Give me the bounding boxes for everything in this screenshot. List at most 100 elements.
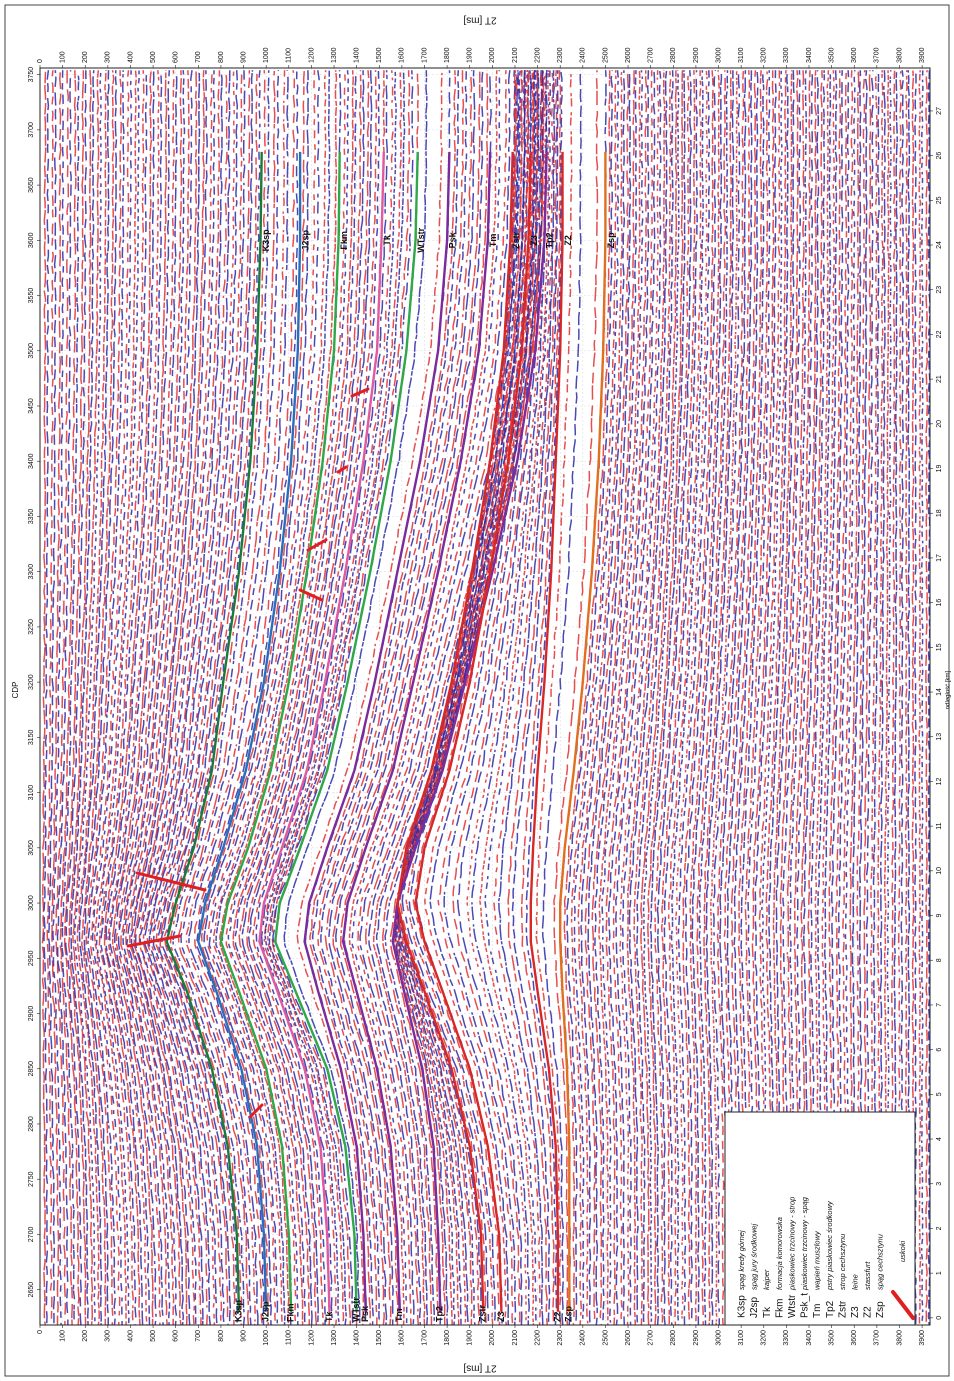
cdp-tick-label: 3250 — [28, 619, 35, 635]
seismic-reflector — [401, 70, 519, 1325]
seismic-reflector — [150, 70, 236, 1325]
time-tick-label: 3300 — [783, 47, 790, 63]
time-tick-label: 3300 — [783, 1330, 790, 1346]
time-tick-label: 200 — [82, 51, 89, 63]
seismic-reflector — [63, 70, 85, 1325]
time-tick-label: 1200 — [308, 47, 315, 63]
time-tick-label: 600 — [173, 51, 180, 63]
km-tick-label: 15 — [936, 643, 943, 651]
seismic-reflector — [925, 70, 929, 1325]
horizon-label: Zsp — [564, 1305, 574, 1322]
seismic-reflector — [424, 70, 535, 1325]
seismic-reflector — [155, 70, 243, 1325]
seismic-reflector — [612, 70, 654, 1325]
seismic-reflector — [660, 70, 696, 1325]
time-tick-label: 3100 — [738, 1330, 745, 1346]
seismic-reflector — [577, 70, 623, 1325]
seismic-reflector — [268, 70, 406, 1325]
seismic-reflector — [918, 70, 922, 1325]
legend-code: Tp2 — [825, 1300, 836, 1318]
time-tick-label: 3000 — [715, 1330, 722, 1346]
seismic-reflector — [479, 70, 550, 1325]
seismic-reflector — [339, 70, 489, 1325]
seismic-reflector — [117, 70, 178, 1325]
legend-code: Tm — [812, 1304, 823, 1318]
seismic-reflector — [507, 70, 558, 1325]
seismic-reflector — [139, 70, 216, 1325]
seismic-reflector — [357, 70, 508, 1325]
seismic-reflector — [215, 70, 331, 1325]
seismic-reflector — [52, 70, 65, 1325]
time-tick-label: 3500 — [828, 47, 835, 63]
seismic-reflector — [129, 70, 198, 1325]
horizon-label: J2sp — [300, 230, 310, 251]
seismic-reflector — [283, 70, 428, 1325]
seismic-reflector — [103, 70, 153, 1325]
horizon-line — [303, 151, 451, 1312]
cdp-tick-label: 3100 — [28, 785, 35, 801]
seismic-reflector — [607, 70, 650, 1325]
km-tick-label: 2 — [936, 1226, 943, 1230]
km-tick-label: 13 — [936, 733, 943, 741]
seismic-reflector — [50, 70, 62, 1325]
horizon-line — [559, 151, 607, 1312]
time-tick-label: 1700 — [421, 1330, 428, 1346]
horizon-line — [165, 151, 263, 1312]
horizons — [165, 151, 607, 1312]
seismic-reflector — [633, 70, 672, 1325]
km-tick-label: 23 — [936, 286, 943, 294]
time-tick-label: 900 — [240, 1330, 247, 1342]
seismic-reflector — [263, 70, 394, 1325]
seismic-reflector — [133, 70, 206, 1325]
horizon-label: Psk — [360, 1305, 370, 1322]
time-tick-label: 700 — [195, 1330, 202, 1342]
time-tick-label: 1500 — [376, 47, 383, 63]
seismic-reflector — [125, 70, 190, 1325]
seismic-reflector — [710, 70, 739, 1325]
time-tick-label: 1100 — [286, 48, 293, 63]
horizon-label: Z3 — [496, 1311, 506, 1322]
seismic-reflector — [161, 70, 254, 1325]
seismic-reflector — [152, 70, 239, 1325]
seismic-reflector — [87, 70, 125, 1325]
seismic-reflector — [775, 70, 795, 1325]
seismic-reflector — [60, 70, 80, 1325]
seismic-reflector — [696, 70, 727, 1325]
legend-code: Tk — [762, 1306, 773, 1318]
time-tick-label: 3000 — [715, 47, 722, 63]
horizon-label: Tm — [394, 1309, 404, 1323]
km-tick-label: 1 — [936, 1271, 943, 1275]
horizon-label: Fkm — [285, 1303, 295, 1322]
seismic-reflector — [452, 70, 543, 1325]
time-tick-label: 2600 — [625, 1330, 632, 1346]
cdp-tick-label: 3600 — [28, 232, 35, 248]
seismic-reflector — [241, 70, 365, 1325]
time-tick-label: 1800 — [444, 47, 451, 63]
seismic-reflector — [883, 70, 890, 1325]
time-tick-label: 3800 — [896, 1330, 903, 1346]
seismic-reflector — [598, 70, 642, 1325]
seismic-reflector — [647, 70, 684, 1325]
horizon-line — [258, 151, 385, 1312]
time-tick-label: 2400 — [580, 1330, 587, 1346]
legend-description: pstry piaskowiec środkowy — [825, 1200, 834, 1291]
labels: 0010010020020030030040040050050060060070… — [28, 47, 943, 1345]
seismic-reflector — [605, 70, 648, 1325]
seismic-reflector — [335, 70, 484, 1325]
time-tick-label: 1600 — [399, 1330, 406, 1346]
legend-fault-symbol — [891, 1290, 915, 1320]
seismic-reflector — [674, 70, 708, 1325]
horizon-label: Fkm — [339, 231, 349, 250]
horizon-label: WTstr — [351, 1297, 361, 1322]
km-tick-label: 20 — [936, 420, 943, 428]
seismic-reflector — [904, 70, 908, 1325]
seismic-reflector — [405, 70, 524, 1325]
legend-description: spąg jury środkowej — [750, 1223, 759, 1290]
legend-description: piaskowiec trzcinowy - spąg — [800, 1196, 809, 1291]
seismic-reflector — [626, 70, 666, 1325]
time-tick-label: 100 — [59, 1330, 66, 1342]
legend-code: Zsp — [875, 1301, 886, 1318]
time-tick-label: 2600 — [625, 47, 632, 63]
time-tick-label: 0 — [37, 59, 44, 63]
